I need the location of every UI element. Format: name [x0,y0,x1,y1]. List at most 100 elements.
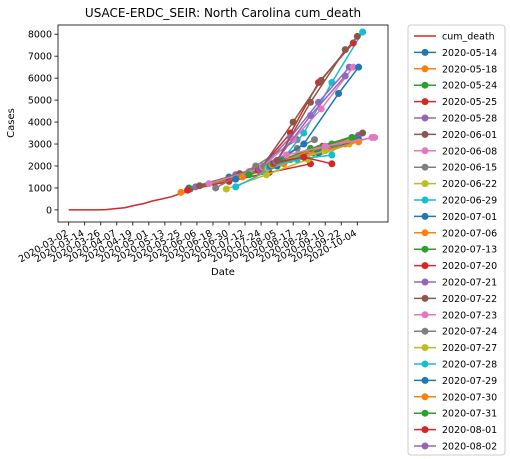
legend-marker [421,262,429,270]
y-tick-label: 7000 [28,52,52,63]
data-point [349,63,357,71]
data-point [232,183,240,191]
legend-label: 2020-07-22 [442,294,497,305]
data-point [359,28,367,36]
legend-label: 2020-07-27 [442,343,497,354]
y-tick-label: 6000 [28,74,52,85]
legend-marker [421,393,429,401]
legend-label: 2020-07-01 [442,212,497,223]
legend-marker [421,278,429,286]
legend-marker [421,442,429,450]
legend-label: 2020-07-29 [442,376,497,387]
data-point [300,140,308,148]
legend-marker [421,130,429,138]
chart-title: USACE-ERDC_SEIR: North Carolina cum_deat… [85,6,361,20]
y-tick-label: 4000 [28,118,52,129]
legend-marker [421,114,429,122]
data-point [321,142,329,150]
data-point [328,160,336,168]
data-point [353,32,361,40]
data-point [212,184,220,192]
data-point [177,188,185,196]
legend-label: 2020-07-24 [442,327,497,338]
y-tick-label: 0 [46,205,52,216]
legend-marker [421,294,429,302]
legend-label: 2020-06-01 [442,130,497,141]
legend-label: 2020-07-28 [442,360,497,371]
data-point [184,186,192,194]
y-axis-label: Cases [6,108,17,138]
data-point [348,133,356,141]
legend-label: 2020-05-18 [442,64,497,75]
legend-label: 2020-06-08 [442,146,497,157]
legend-label: 2020-06-15 [442,163,497,174]
data-point [355,63,363,71]
data-point [371,133,379,141]
data-point [349,39,357,47]
data-point [273,157,281,165]
data-point [341,46,349,54]
legend-marker [421,344,429,352]
legend-label: 2020-07-13 [442,245,497,256]
legend-marker [421,147,429,155]
legend-label: 2020-05-28 [442,114,497,125]
legend-marker [421,311,429,319]
x-axis-label: Date [211,267,235,278]
legend-marker [421,180,429,188]
series-line [259,66,350,170]
legend-label: 2020-07-20 [442,261,497,272]
legend-marker [421,327,429,335]
legend-label: 2020-08-01 [442,425,497,436]
data-point [307,111,315,119]
legend-marker [421,98,429,106]
legend-label: 2020-06-29 [442,196,497,207]
data-point [317,105,325,113]
y-tick-label: 1000 [28,183,52,194]
data-point [341,72,349,80]
data-point [328,151,336,159]
legend-label: 2020-05-24 [442,81,497,92]
data-point [335,90,343,98]
plot-frame [57,24,389,223]
legend-marker [421,360,429,368]
data-point [315,98,323,106]
data-point [311,136,319,144]
data-point [238,173,246,181]
data-point [300,129,308,137]
legend-marker [421,163,429,171]
series-line [68,191,186,211]
data-point [289,118,297,126]
data-point [300,153,308,161]
legend-marker [421,196,429,204]
y-tick-label: 8000 [28,30,52,41]
data-point [282,151,290,159]
legend-label: 2020-07-06 [442,228,497,239]
legend-label: 2020-06-22 [442,179,497,190]
legend-label: 2020-07-31 [442,409,497,420]
data-point [307,98,315,106]
legend-marker [421,48,429,56]
legend-label: 2020-08-02 [442,442,497,453]
legend-marker [421,229,429,237]
legend-marker [421,212,429,220]
data-point [196,182,204,190]
legend-marker [421,65,429,73]
legend-marker [421,426,429,434]
series-line [261,66,354,168]
legend-marker [421,245,429,253]
legend-label: 2020-07-30 [442,392,497,403]
data-point [222,185,230,193]
data-point [245,171,253,179]
data-point [205,180,213,188]
y-tick-label: 3000 [28,140,52,151]
legend-label: 2020-05-14 [442,48,497,59]
y-tick-label: 5000 [28,96,52,107]
legend-label: 2020-08-03 [442,458,497,459]
legend-label: 2020-05-25 [442,97,497,108]
y-tick-label: 2000 [28,161,52,172]
legend-label: 2020-07-21 [442,278,497,289]
legend-marker [421,81,429,89]
data-point [232,175,240,183]
data-point [359,129,367,137]
